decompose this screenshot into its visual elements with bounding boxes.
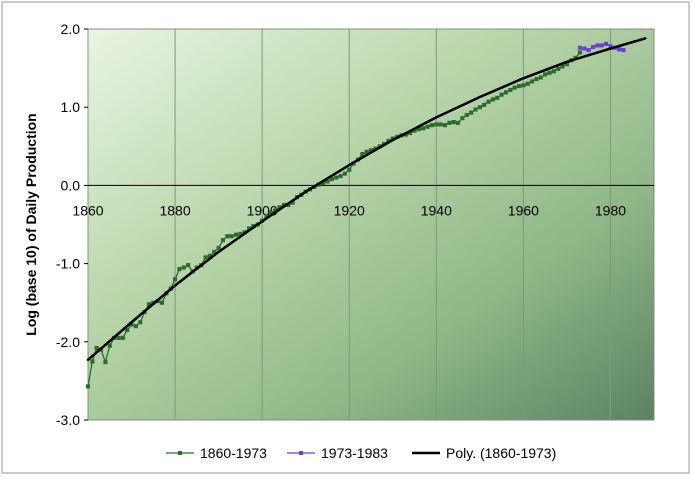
series-1-point bbox=[451, 120, 456, 125]
y-axis-label: Log (base 10) of Daily Production bbox=[23, 113, 39, 335]
x-tick-label: 1940 bbox=[421, 202, 452, 218]
series-1-point bbox=[482, 102, 487, 107]
series-1-point bbox=[120, 335, 125, 340]
series-1-point bbox=[503, 90, 509, 95]
series-1-point bbox=[364, 149, 369, 154]
series-1-point bbox=[360, 152, 365, 157]
series-1-point bbox=[342, 171, 347, 176]
legend-label-1: 1860-1973 bbox=[200, 445, 267, 461]
series-1-point bbox=[469, 110, 474, 115]
series-1-point bbox=[334, 175, 339, 180]
series-1-point bbox=[473, 107, 478, 112]
x-tick-label: 1960 bbox=[508, 202, 539, 218]
series-1-point bbox=[159, 300, 165, 305]
legend-label-3: Poly. (1860-1973) bbox=[446, 445, 556, 461]
series-1-point bbox=[460, 116, 465, 121]
series-2-point bbox=[582, 46, 587, 51]
series-1-point bbox=[233, 232, 239, 237]
series-1-point bbox=[490, 97, 495, 102]
series-1-point bbox=[429, 123, 435, 128]
series-1-point bbox=[477, 105, 482, 110]
series-1-point bbox=[538, 75, 543, 80]
series-1-point bbox=[543, 72, 548, 77]
series-1-point bbox=[447, 120, 452, 125]
series-1-point bbox=[225, 234, 230, 239]
series-1-point bbox=[499, 92, 504, 97]
series-1-point bbox=[338, 173, 343, 179]
series-layer bbox=[85, 37, 647, 389]
plot-area bbox=[87, 28, 655, 421]
series-1-point bbox=[107, 343, 112, 348]
series-1-point bbox=[495, 95, 500, 100]
series-1-point bbox=[186, 263, 191, 268]
x-tick-labels: 1860 1880 1900 1920 1940 1960 1980 bbox=[72, 202, 626, 218]
y-tick-label: -3.0 bbox=[56, 412, 80, 428]
series-1-point bbox=[94, 346, 99, 351]
series-1-point bbox=[456, 120, 461, 125]
series-1-point bbox=[442, 123, 448, 128]
series-1-point bbox=[547, 70, 552, 75]
series-1-point bbox=[438, 122, 443, 127]
series-1-point bbox=[90, 359, 95, 364]
series-1-point bbox=[203, 255, 208, 260]
series-1-point bbox=[486, 99, 491, 104]
series-1-point bbox=[133, 324, 138, 329]
y-tick-label: -1.0 bbox=[56, 256, 80, 272]
series-2-point bbox=[586, 48, 591, 53]
series-2-point bbox=[577, 45, 583, 50]
series-1-point bbox=[425, 124, 430, 129]
legend-label-2: 1973-1983 bbox=[321, 445, 388, 461]
series-1-point bbox=[138, 320, 143, 325]
series-1-point bbox=[173, 277, 178, 282]
series-line-3 bbox=[86, 37, 647, 362]
series-1-point bbox=[534, 76, 539, 82]
series-1-point bbox=[556, 66, 561, 71]
x-tick-label: 1860 bbox=[72, 202, 103, 218]
series-1-point bbox=[125, 328, 130, 333]
grid-lines bbox=[87, 29, 611, 420]
series-2-point bbox=[617, 47, 622, 52]
series-1-point bbox=[512, 85, 517, 90]
series-1-point bbox=[229, 234, 234, 239]
series-1-point bbox=[508, 87, 513, 93]
series-1-point bbox=[347, 167, 352, 172]
legend-marker-2 bbox=[299, 451, 303, 455]
series-1-point bbox=[181, 265, 186, 270]
series-1-point bbox=[103, 360, 108, 365]
series-1-point bbox=[177, 267, 182, 272]
series-2-point bbox=[599, 43, 604, 48]
x-tick-label: 1980 bbox=[595, 202, 626, 218]
series-1-point bbox=[577, 50, 583, 55]
series-2-point bbox=[595, 43, 600, 48]
series-1-point bbox=[516, 84, 522, 89]
series-1-point bbox=[521, 83, 526, 88]
legend-marker-1 bbox=[178, 451, 182, 455]
series-1-point bbox=[216, 245, 221, 251]
series-1-point bbox=[551, 69, 556, 74]
series-2-point bbox=[590, 44, 596, 50]
x-tick-label: 1920 bbox=[334, 202, 365, 218]
series-1-point bbox=[525, 81, 530, 86]
series-1-point bbox=[464, 112, 469, 118]
y-tick-label: 1.0 bbox=[61, 99, 81, 115]
x-tick-label: 1880 bbox=[159, 202, 190, 218]
series-1-point bbox=[85, 384, 91, 389]
series-1-point bbox=[116, 335, 121, 340]
series-2-point bbox=[621, 48, 626, 53]
series-1-point bbox=[434, 122, 439, 127]
y-tick-label: 0.0 bbox=[61, 177, 81, 193]
y-tick-label: -2.0 bbox=[56, 334, 80, 350]
legend: 1860-1973 1973-1983 Poly. (1860-1973) bbox=[166, 445, 556, 461]
y-tick-labels: 2.0 1.0 0.0 -1.0 -2.0 -3.0 bbox=[56, 21, 88, 428]
y-tick-label: 2.0 bbox=[61, 21, 81, 37]
series-1-point bbox=[530, 79, 535, 84]
series-1-point bbox=[329, 177, 334, 182]
series-1-point bbox=[220, 238, 226, 243]
series-2-point bbox=[604, 41, 609, 46]
series-1-point bbox=[421, 126, 426, 131]
